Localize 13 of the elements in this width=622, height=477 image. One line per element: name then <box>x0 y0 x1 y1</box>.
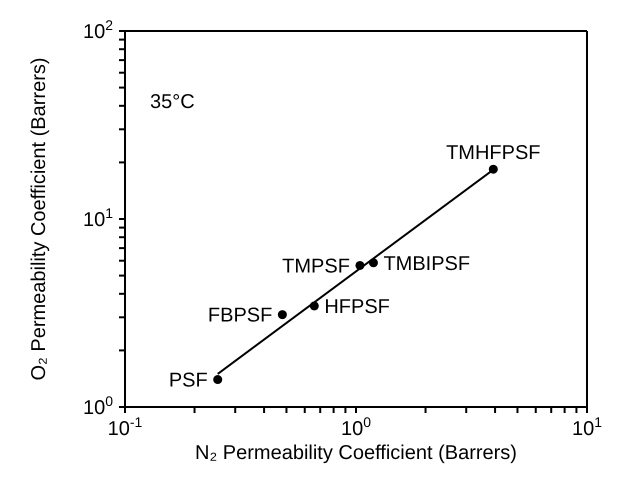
x-tick-label: 10$^{1}$ <box>572 414 602 440</box>
annotation: TMPSF <box>282 256 350 278</box>
x-axis-title: N₂ Permeability Coefficient (Barrers) <box>195 442 517 464</box>
y-tick-label: 10$^{2}$ <box>82 17 114 43</box>
y-tick-label: 10$^{1}$ <box>82 205 114 231</box>
annotation: 35°C <box>150 91 195 114</box>
x-tick-label: 10$^{0}$ <box>340 414 372 440</box>
annotation: FBPSF <box>208 304 272 327</box>
annotation: TMBIPSF <box>383 252 470 275</box>
annotation: PSF <box>168 370 208 392</box>
annotation: TMHFPSF <box>446 142 541 164</box>
y-axis-title: O₂ Permeability Coefficient (Barrers) <box>28 57 50 381</box>
annotation: HFPSF <box>324 296 390 318</box>
